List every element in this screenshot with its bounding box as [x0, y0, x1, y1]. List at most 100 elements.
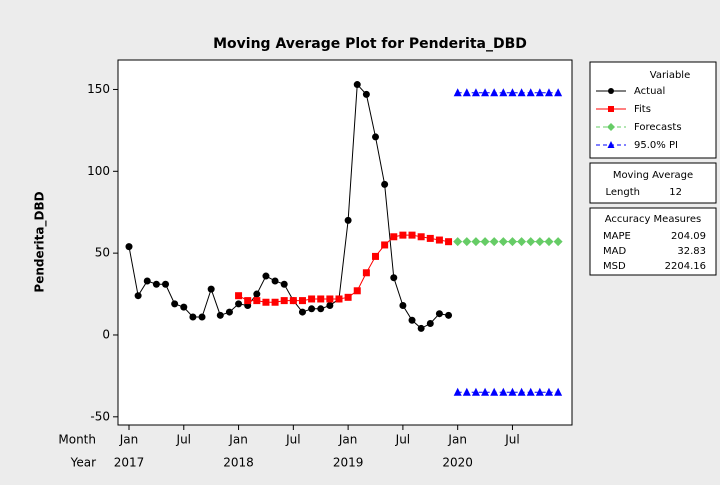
info-label: Length: [606, 187, 641, 198]
point: [298, 308, 306, 316]
point: [308, 295, 316, 303]
point: [480, 237, 490, 247]
point: [317, 295, 325, 303]
point: [335, 295, 343, 303]
point: [180, 303, 188, 311]
point: [544, 237, 554, 247]
point: [526, 88, 535, 97]
point: [453, 387, 462, 396]
x-tick-label: 2017: [114, 456, 145, 470]
point: [517, 387, 526, 396]
point: [171, 300, 179, 308]
point: [445, 311, 453, 319]
point: [235, 292, 243, 300]
info-value: 12: [669, 187, 682, 198]
point: [408, 316, 416, 324]
point: [526, 387, 535, 396]
point: [445, 238, 453, 246]
point: [417, 324, 425, 332]
point: [481, 387, 490, 396]
point: [499, 88, 508, 97]
point: [390, 233, 398, 241]
point: [508, 88, 517, 97]
point: [490, 88, 499, 97]
point: [326, 302, 334, 310]
info-box: [589, 207, 717, 276]
point: [517, 237, 527, 247]
y-axis-label: Penderita_DBD: [33, 191, 48, 292]
point: [298, 297, 306, 305]
point: [499, 387, 508, 396]
info-value: 204.09: [671, 231, 706, 242]
point: [526, 237, 536, 247]
point: [607, 141, 615, 148]
x-tick-label: Jul: [395, 433, 410, 447]
point: [353, 287, 361, 295]
point: [308, 305, 316, 313]
x-tick-label: 2020: [442, 456, 473, 470]
point: [225, 308, 233, 316]
point: [462, 387, 471, 396]
point: [608, 106, 614, 112]
point: [143, 277, 151, 285]
point: [462, 88, 471, 97]
point: [390, 274, 398, 282]
info-value: 2204.16: [665, 261, 706, 272]
point: [280, 280, 288, 288]
point: [280, 297, 288, 305]
x-row-label: Year: [70, 456, 96, 470]
point: [471, 237, 481, 247]
point: [289, 297, 297, 305]
info-label: MAD: [603, 246, 626, 257]
point: [471, 387, 480, 396]
point: [253, 290, 261, 298]
info-title: Accuracy Measures: [605, 214, 702, 225]
x-tick-label: 2019: [333, 456, 364, 470]
point: [262, 272, 270, 280]
point: [271, 277, 279, 285]
y-tick-label: 150: [87, 82, 110, 96]
point: [435, 310, 443, 318]
y-tick-label: 50: [95, 246, 110, 260]
point: [453, 88, 462, 97]
point: [554, 88, 563, 97]
point: [544, 88, 553, 97]
point: [372, 133, 380, 141]
legend-label: Fits: [634, 104, 651, 115]
info-box: [589, 162, 717, 204]
point: [462, 237, 472, 247]
point: [399, 231, 407, 239]
point: [362, 90, 370, 98]
x-tick-label: Jan: [119, 433, 139, 447]
point: [271, 298, 279, 306]
point: [507, 237, 517, 247]
point: [535, 88, 544, 97]
x-tick-label: Jul: [504, 433, 519, 447]
point: [498, 237, 508, 247]
point: [162, 280, 170, 288]
x-tick-label: 2018: [223, 456, 254, 470]
x-tick-label: Jan: [338, 433, 358, 447]
point: [207, 285, 215, 293]
point: [198, 313, 206, 321]
y-tick-label: 100: [87, 164, 110, 178]
x-tick-label: Jan: [228, 433, 248, 447]
point: [125, 243, 133, 251]
point: [489, 237, 499, 247]
point: [399, 302, 407, 310]
x-tick-label: Jul: [176, 433, 191, 447]
point: [372, 252, 380, 260]
point: [608, 88, 614, 94]
point: [535, 237, 545, 247]
point: [253, 297, 261, 305]
legend-label: Forecasts: [634, 122, 682, 133]
point: [544, 387, 553, 396]
point: [235, 300, 243, 308]
info-label: MSD: [603, 261, 626, 272]
info-value: 32.83: [677, 246, 706, 257]
point: [344, 216, 352, 224]
point: [362, 269, 370, 277]
point: [189, 313, 197, 321]
point: [262, 298, 270, 306]
